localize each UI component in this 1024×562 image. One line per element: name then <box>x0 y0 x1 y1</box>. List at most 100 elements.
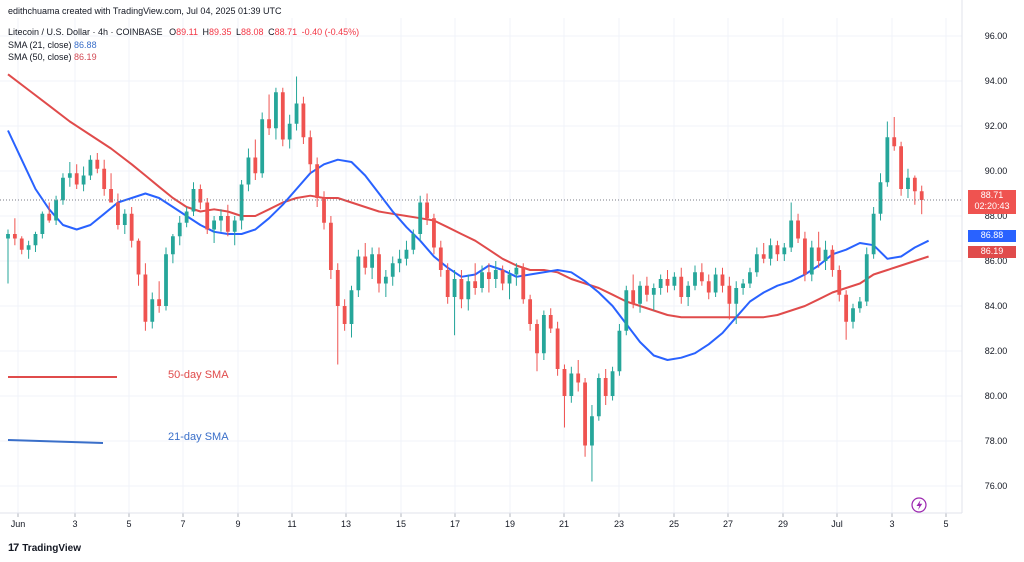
candle[interactable] <box>150 292 155 329</box>
candle[interactable] <box>102 159 107 196</box>
candle[interactable] <box>912 175 917 205</box>
candle[interactable] <box>274 87 278 140</box>
candle[interactable] <box>308 130 313 174</box>
candle[interactable] <box>19 236 24 255</box>
candle[interactable] <box>686 281 691 306</box>
candle[interactable] <box>459 270 464 309</box>
candle[interactable] <box>583 378 587 457</box>
candle[interactable] <box>370 247 375 280</box>
candle[interactable] <box>122 209 127 234</box>
candle[interactable] <box>61 173 65 205</box>
candle[interactable] <box>246 148 251 192</box>
candle[interactable] <box>294 76 299 131</box>
candle[interactable] <box>239 180 244 230</box>
candle[interactable] <box>823 240 828 270</box>
candle[interactable] <box>322 191 326 230</box>
candle[interactable] <box>596 373 601 421</box>
candle[interactable] <box>535 319 539 372</box>
candle[interactable] <box>377 247 381 293</box>
candle[interactable] <box>734 281 739 324</box>
candle[interactable] <box>816 231 821 268</box>
tradingview-logo[interactable]: 17 TradingView <box>8 542 81 554</box>
candle[interactable] <box>177 216 182 246</box>
candle[interactable] <box>693 265 697 291</box>
candle[interactable] <box>136 238 141 286</box>
candle[interactable] <box>590 405 594 482</box>
candle[interactable] <box>143 263 148 331</box>
candle[interactable] <box>411 229 416 255</box>
candle[interactable] <box>541 310 546 361</box>
candle[interactable] <box>562 364 567 428</box>
candle[interactable] <box>480 265 484 293</box>
candle[interactable] <box>521 263 526 304</box>
candle[interactable] <box>432 213 436 255</box>
candle[interactable] <box>54 195 58 225</box>
candle[interactable] <box>645 276 649 302</box>
candle[interactable] <box>67 162 72 187</box>
candle[interactable] <box>871 207 876 259</box>
candle[interactable] <box>885 121 890 187</box>
candle[interactable] <box>775 240 780 261</box>
candle[interactable] <box>280 87 285 147</box>
candle[interactable] <box>404 240 409 266</box>
candle[interactable] <box>47 202 52 223</box>
candle[interactable] <box>699 263 704 286</box>
candle[interactable] <box>349 285 354 338</box>
candle[interactable] <box>576 360 581 392</box>
candle[interactable] <box>837 265 842 302</box>
candle[interactable] <box>548 308 553 333</box>
sma21-indicator-row[interactable]: SMA (21, close) 86.88 <box>8 40 97 51</box>
candle[interactable] <box>713 267 718 297</box>
candle[interactable] <box>418 195 423 241</box>
candle[interactable] <box>864 247 869 307</box>
candle[interactable] <box>514 263 519 286</box>
candle[interactable] <box>40 211 45 239</box>
candle[interactable] <box>253 139 258 181</box>
candle[interactable] <box>390 256 395 286</box>
candle[interactable] <box>301 96 306 144</box>
candle[interactable] <box>383 270 388 297</box>
candle[interactable] <box>789 202 794 253</box>
candle[interactable] <box>493 261 498 288</box>
candle[interactable] <box>569 366 574 403</box>
candle[interactable] <box>225 204 230 237</box>
candle[interactable] <box>198 184 203 210</box>
candle[interactable] <box>782 243 787 261</box>
candle[interactable] <box>6 229 10 284</box>
symbol-title[interactable]: Litecoin / U.S. Dollar · 4h · COINBASE <box>8 27 163 37</box>
candle[interactable] <box>754 247 759 277</box>
candle[interactable] <box>184 207 189 228</box>
candle[interactable] <box>342 299 347 331</box>
sma50-line[interactable] <box>7 73 929 319</box>
price-axis[interactable]: 76.00 78.00 80.00 82.00 84.00 86.00 88.00 90.00… <box>961 0 1007 513</box>
candle[interactable] <box>219 209 223 232</box>
candle[interactable] <box>74 164 79 189</box>
candle[interactable] <box>205 198 210 234</box>
candle[interactable] <box>232 216 237 246</box>
candle[interactable] <box>555 321 560 376</box>
candle[interactable] <box>610 366 615 401</box>
candle[interactable] <box>857 297 862 313</box>
candle[interactable] <box>665 270 670 293</box>
candle[interactable] <box>452 270 457 336</box>
candle[interactable] <box>727 276 732 320</box>
candle[interactable] <box>81 166 86 192</box>
candle[interactable] <box>164 247 168 311</box>
candle[interactable] <box>26 240 31 259</box>
candle[interactable] <box>741 279 745 295</box>
candle[interactable] <box>761 243 766 264</box>
candle[interactable] <box>487 263 491 293</box>
candle[interactable] <box>12 218 17 246</box>
candle[interactable] <box>617 324 622 376</box>
candle[interactable] <box>658 274 663 295</box>
candle[interactable] <box>748 267 752 288</box>
candle[interactable] <box>356 249 361 297</box>
candle[interactable] <box>631 274 636 309</box>
candle[interactable] <box>287 114 292 149</box>
candle[interactable] <box>679 267 684 304</box>
candle[interactable] <box>425 193 429 226</box>
candle[interactable] <box>720 267 725 293</box>
candle[interactable] <box>878 173 883 221</box>
candle[interactable] <box>109 173 113 203</box>
